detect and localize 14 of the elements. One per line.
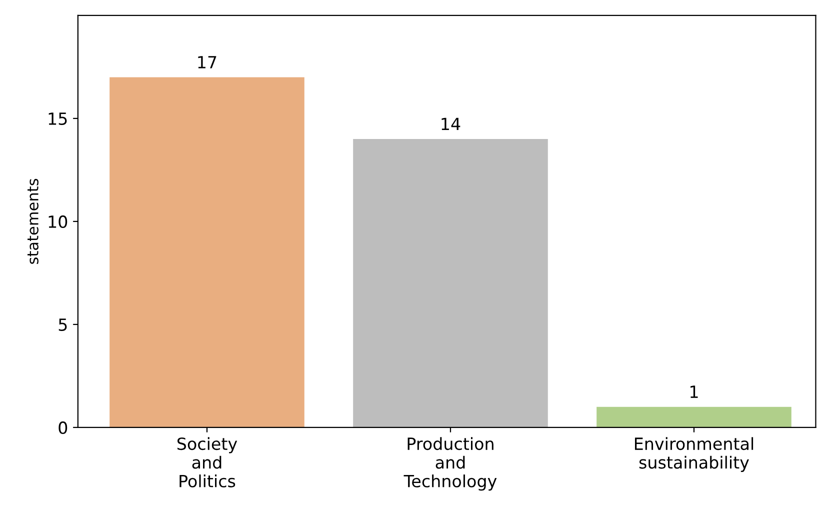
x-tick-label: Environmental sustainability xyxy=(634,437,754,472)
bar xyxy=(353,139,548,428)
x-tick-label: Production and Technology xyxy=(404,437,497,491)
data-label: 1 xyxy=(690,386,698,398)
data-label: 17 xyxy=(198,56,216,68)
y-tick-label: 5 xyxy=(58,318,67,332)
y-axis-title: statements xyxy=(28,178,38,264)
bar xyxy=(110,77,304,428)
y-tick-label: 10 xyxy=(48,215,68,228)
data-label: 14 xyxy=(442,118,460,130)
bar xyxy=(596,406,792,428)
y-tick-label: 15 xyxy=(48,112,67,126)
y-tick-label: 0 xyxy=(58,421,68,434)
x-tick-label: Society and Politics xyxy=(177,437,238,488)
